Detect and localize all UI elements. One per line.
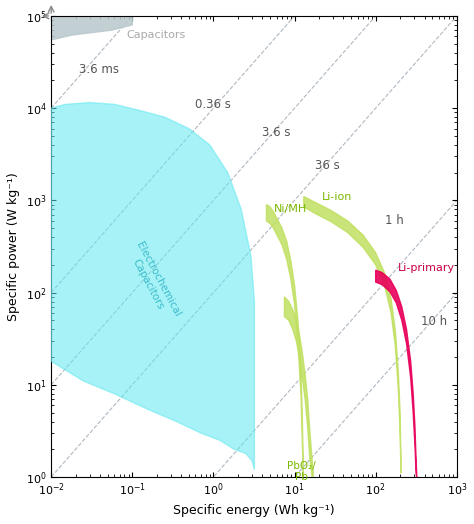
Text: 3.6 ms: 3.6 ms — [79, 63, 119, 77]
Text: Li-primary: Li-primary — [398, 263, 456, 273]
X-axis label: Specific energy (Wh kg⁻¹): Specific energy (Wh kg⁻¹) — [173, 504, 335, 517]
Text: Ni/MH: Ni/MH — [273, 204, 307, 214]
Text: PbO₂/
Pb: PbO₂/ Pb — [287, 461, 315, 482]
Polygon shape — [51, 16, 132, 40]
Y-axis label: Specific power (W kg⁻¹): Specific power (W kg⁻¹) — [7, 172, 20, 321]
Polygon shape — [304, 196, 401, 473]
Polygon shape — [51, 103, 255, 470]
Text: 36 s: 36 s — [315, 159, 340, 172]
Text: Electrochemical
Capacitors: Electrochemical Capacitors — [124, 241, 182, 324]
Polygon shape — [284, 297, 313, 477]
Text: 10 h: 10 h — [421, 315, 447, 329]
Text: Li-ion: Li-ion — [322, 192, 353, 202]
Text: 3.6 s: 3.6 s — [262, 126, 291, 139]
Text: 0.36 s: 0.36 s — [195, 98, 231, 111]
Text: 1 h: 1 h — [385, 214, 404, 227]
Polygon shape — [266, 204, 303, 477]
Text: Capacitors: Capacitors — [127, 30, 186, 40]
Polygon shape — [376, 270, 417, 477]
